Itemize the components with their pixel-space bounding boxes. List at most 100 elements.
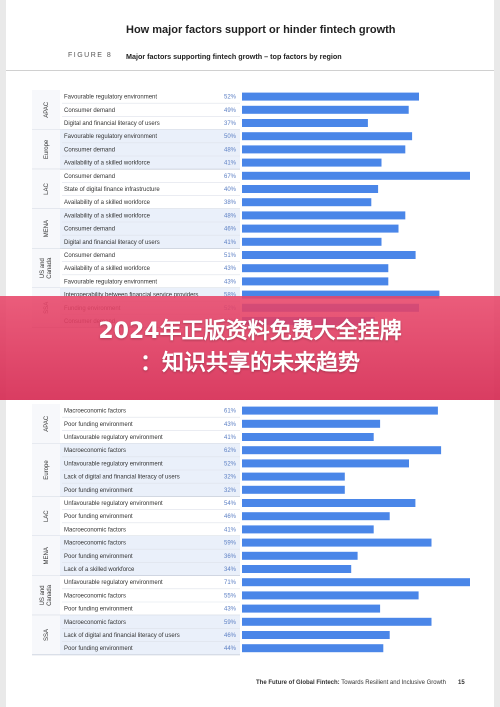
- factor-label: Unfavourable regulatory environment: [64, 501, 163, 507]
- percent-label: 43%: [224, 607, 237, 613]
- factor-label: Macroeconomic factors: [64, 448, 126, 454]
- factor-label: Macroeconomic factors: [64, 620, 126, 626]
- region-label: APAC: [44, 101, 50, 118]
- bar: [242, 433, 374, 441]
- page-title: How major factors support or hinder fint…: [126, 24, 396, 36]
- figure-subtitle: Major factors supporting fintech growth …: [126, 52, 342, 61]
- group-band: [60, 208, 240, 249]
- region-cell: [32, 404, 60, 444]
- factor-label: Consumer demand: [64, 253, 115, 259]
- region-cell: [32, 496, 60, 536]
- group-band: [60, 536, 240, 576]
- bar: [242, 591, 419, 600]
- bar: [242, 211, 406, 220]
- region-cell: [32, 443, 60, 497]
- percent-label: 37%: [224, 121, 237, 127]
- percent-label: 46%: [224, 633, 237, 639]
- footer-subtitle: Towards Resilient and Inclusive Growth: [341, 680, 446, 686]
- region-cell: [32, 208, 60, 249]
- percent-label: 62%: [224, 448, 237, 454]
- percent-label: 52%: [224, 461, 237, 467]
- bar: [242, 251, 416, 259]
- factor-label: Macroeconomic factors: [64, 409, 126, 415]
- region-cell: [32, 169, 60, 209]
- factor-label: Macroeconomic factors: [64, 593, 126, 599]
- region-label: LAC: [44, 182, 50, 194]
- percent-label: 43%: [224, 422, 237, 428]
- bar: [242, 499, 416, 507]
- factor-label: Unfavourable regulatory environment: [64, 580, 163, 586]
- factor-label: Consumer demand: [64, 108, 115, 114]
- factor-label: Digital and financial literacy of users: [64, 121, 160, 127]
- bar: [242, 604, 381, 613]
- factor-label: Poor funding environment: [64, 646, 133, 652]
- percent-label: 67%: [224, 174, 237, 180]
- bar: [242, 644, 384, 653]
- bar: [242, 145, 406, 154]
- region-label: MENA: [44, 547, 50, 564]
- bar: [242, 578, 470, 587]
- footer-title: The Future of Global Fintech: Towards Re…: [256, 680, 446, 686]
- percent-label: 55%: [224, 593, 237, 599]
- region-label: MENA: [44, 220, 50, 237]
- header-divider: [6, 70, 494, 71]
- factor-label: Poor funding environment: [64, 422, 133, 428]
- factor-label: Unfavourable regulatory environment: [64, 435, 163, 441]
- bar: [242, 92, 419, 101]
- factor-label: Favourable regulatory environment: [64, 134, 157, 140]
- region-cell: [32, 129, 60, 170]
- bar: [242, 565, 352, 573]
- factor-label: Favourable regulatory environment: [64, 279, 157, 285]
- group-band: [60, 129, 240, 170]
- bar: [242, 264, 389, 273]
- factor-label: Consumer demand: [64, 174, 115, 180]
- bar: [242, 198, 372, 207]
- region-cell: [32, 575, 60, 616]
- region-label: APAC: [44, 415, 50, 432]
- factor-label: Availability of a skilled workforce: [64, 200, 151, 206]
- bar: [242, 132, 413, 141]
- factor-label: Consumer demand: [64, 227, 115, 233]
- factor-label: Poor funding environment: [64, 607, 133, 613]
- page-number: 15: [458, 680, 465, 686]
- bar: [242, 224, 399, 233]
- bar: [242, 459, 409, 468]
- region-label: Europe: [44, 460, 50, 480]
- region-label: LAC: [44, 510, 50, 522]
- percent-label: 38%: [224, 200, 237, 206]
- bar: [242, 158, 382, 167]
- factor-label: Lack of a skilled workforce: [64, 567, 135, 573]
- percent-label: 44%: [224, 646, 237, 652]
- factor-label: Macroeconomic factors: [64, 527, 126, 533]
- promo-banner[interactable]: 2024年正版资料免费大全挂牌 ：知识共享的未来趋势: [0, 296, 500, 400]
- bar: [242, 290, 440, 299]
- percent-label: 48%: [224, 213, 237, 219]
- percent-label: 49%: [224, 108, 237, 114]
- factor-label: Interoperability between financial servi…: [64, 293, 198, 299]
- bar: [242, 419, 381, 428]
- factor-label: Poor funding environment: [64, 514, 133, 520]
- percent-label: 32%: [224, 475, 237, 481]
- percent-label: 36%: [224, 554, 237, 560]
- region-cell: [32, 536, 60, 576]
- factor-label: Favourable regulatory environment: [64, 95, 157, 101]
- percent-label: 52%: [224, 95, 237, 101]
- percent-label: 51%: [224, 253, 237, 259]
- bar: [242, 105, 409, 114]
- bar: [242, 119, 368, 127]
- banner-line-2: ：知识共享的未来趋势: [139, 351, 360, 376]
- percent-label: 41%: [224, 240, 237, 246]
- region-label: Europe: [44, 139, 50, 159]
- percent-label: 71%: [224, 580, 237, 586]
- percent-label: 46%: [224, 227, 237, 233]
- bar: [242, 472, 345, 481]
- footer-title-main: The Future of Global Fintech:: [256, 680, 340, 686]
- bar: [242, 277, 389, 286]
- factor-label: Macroeconomic factors: [64, 541, 126, 547]
- factor-label: Availability of a skilled workforce: [64, 161, 151, 167]
- percent-label: 40%: [224, 187, 237, 193]
- bar: [242, 551, 358, 560]
- bar: [242, 185, 379, 193]
- region-label: US andCanada: [40, 584, 53, 606]
